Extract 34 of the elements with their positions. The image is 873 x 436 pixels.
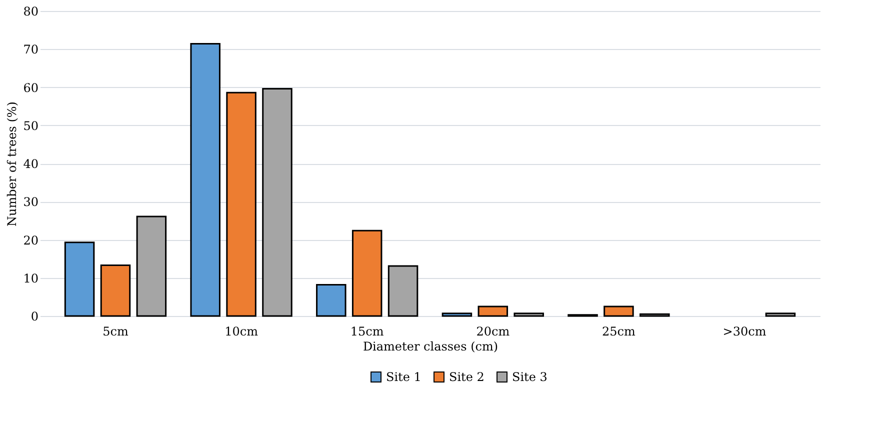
bar: [442, 312, 472, 317]
bar: [226, 92, 256, 317]
bar: [478, 306, 508, 317]
x-tick-label: 15cm: [350, 324, 384, 338]
bar: [100, 264, 131, 317]
bar: [765, 312, 796, 317]
y-tick-label: 50: [23, 118, 38, 133]
x-tick-label: 25cm: [602, 324, 636, 338]
y-axis-title: Number of trees (%): [5, 102, 20, 226]
x-tick-label: >30cm: [722, 324, 767, 338]
bar: [514, 312, 544, 317]
y-tick-label: 70: [23, 42, 38, 57]
y-tick-label: 10: [23, 271, 38, 286]
y-tick-label: 60: [23, 80, 38, 95]
legend-label: Site 1: [386, 370, 422, 384]
legend-label: Site 2: [449, 370, 484, 384]
y-tick-label: 0: [30, 310, 38, 324]
bar: [604, 306, 634, 317]
bar: [136, 216, 167, 317]
legend-label: Site 3: [512, 370, 548, 384]
bar: [262, 88, 292, 317]
bar: [388, 265, 418, 317]
y-tick-label: 30: [23, 195, 38, 210]
y-tick-label: 40: [23, 157, 38, 171]
bar: [64, 242, 95, 317]
x-axis-title: Diameter classes (cm): [362, 340, 498, 354]
x-tick-label: 5cm: [102, 324, 129, 338]
y-tick-label: 80: [23, 4, 38, 18]
bar: [316, 284, 346, 317]
bar: [190, 43, 220, 317]
x-tick-label: 20cm: [476, 324, 510, 338]
y-tick-label: 20: [23, 233, 38, 248]
bar: [352, 230, 382, 317]
x-tick-label: 10cm: [224, 324, 259, 338]
